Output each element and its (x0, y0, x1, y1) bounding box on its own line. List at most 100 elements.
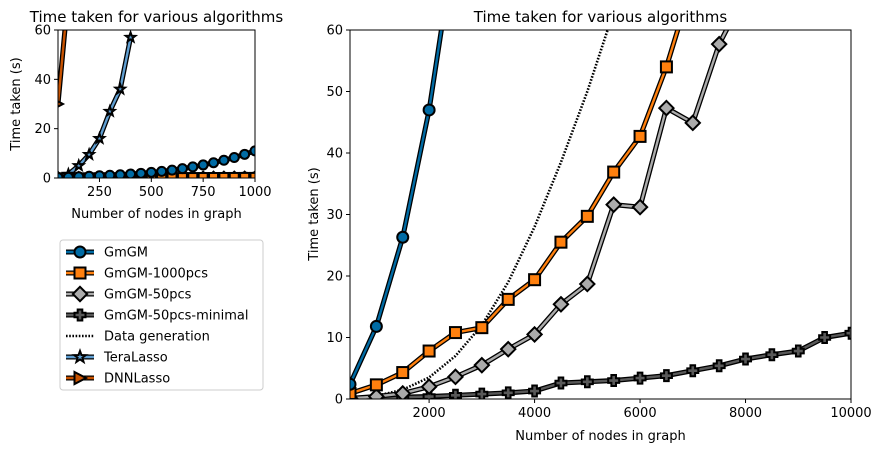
legend-item-gmgm: GmGM (66, 245, 148, 261)
data-point-square (501, 292, 515, 306)
data-point-star (81, 146, 97, 161)
data-point-square (607, 165, 621, 179)
data-point-circle (197, 159, 209, 171)
series-gmgm-50pcs-minimal (350, 326, 851, 399)
large-chart-panel: Time taken for various algorithms Number… (307, 8, 872, 444)
y-tick-label: 0 (335, 393, 343, 408)
data-point-circle (208, 157, 220, 169)
data-point-star (112, 81, 128, 96)
series-gmgm-50pcs (350, 30, 730, 399)
data-point-square (396, 366, 410, 380)
data-point-plus (448, 388, 462, 399)
x-tick-label: 750 (191, 185, 216, 200)
data-point-plus (659, 369, 673, 383)
plot-frame (349, 29, 852, 400)
data-point-diamond (710, 35, 728, 53)
data-point-circle (104, 169, 116, 178)
series-line (58, 37, 132, 178)
series-line-outline (350, 30, 444, 386)
legend-item-gmgm-50pcs: GmGM-50pcs (66, 285, 192, 303)
legend-item-dnnlasso: DNNLasso (66, 370, 170, 387)
data-point-plus (765, 348, 779, 362)
data-point-square (228, 171, 240, 178)
x-axis-label: Number of nodes in graph (515, 429, 685, 444)
data-point-diamond (605, 196, 623, 214)
legend-label: DNNLasso (104, 372, 170, 387)
series-gmgm (58, 145, 255, 178)
data-point-diamond (394, 384, 412, 399)
chart-title: Time taken for various algorithms (29, 8, 284, 26)
plot-series (58, 30, 255, 178)
data-point-square (369, 378, 383, 392)
series-line (350, 30, 609, 399)
data-point-plus (554, 376, 568, 390)
data-point-plus (580, 375, 594, 389)
legend-label: Data generation (104, 330, 210, 345)
data-point-star (71, 157, 87, 173)
series-data-generation (350, 30, 609, 399)
y-tick-label: 60 (326, 24, 343, 39)
series-line (350, 30, 443, 385)
data-point-diamond (420, 378, 438, 396)
data-point-circle (145, 166, 157, 178)
data-point-triangle-right (73, 370, 89, 386)
series-line-outline (58, 36, 134, 178)
x-tick-label: 6000 (624, 406, 657, 421)
legend-item-teralasso: TeraLasso (66, 347, 168, 366)
data-point-plus (739, 352, 753, 366)
data-point-circle (369, 319, 383, 333)
data-point-star (102, 103, 118, 118)
y-tick-label: 20 (326, 270, 343, 285)
data-point-circle (166, 164, 178, 176)
data-point-diamond (499, 340, 517, 358)
data-point-plus (633, 371, 647, 385)
data-point-circle (176, 163, 188, 175)
data-point-square (422, 344, 436, 358)
data-point-circle (228, 152, 240, 164)
data-point-diamond (526, 325, 544, 343)
data-point-diamond (446, 368, 465, 386)
data-point-circle (83, 170, 95, 178)
x-tick-label: 10000 (830, 406, 871, 421)
data-point-square (475, 321, 489, 335)
y-tick-label: 40 (326, 147, 343, 162)
data-point-circle (350, 377, 357, 391)
data-point-square (239, 171, 251, 178)
data-point-plus (607, 374, 621, 388)
data-point-circle (249, 145, 255, 157)
x-axis-label: Number of nodes in graph (71, 207, 241, 222)
y-tick-label: 30 (326, 208, 343, 223)
small-chart-panel: Time taken for various algorithms Number… (9, 8, 284, 222)
data-point-diamond (473, 356, 491, 374)
data-point-plus (686, 364, 700, 378)
data-point-plus (528, 384, 542, 398)
data-point-square (580, 209, 594, 223)
legend-label: GmGM-50pcs-minimal (104, 309, 249, 324)
data-point-star (71, 347, 89, 365)
data-point-circle (396, 230, 410, 244)
series-teralasso (58, 30, 139, 178)
data-point-plus (818, 331, 832, 344)
legend-frame (59, 239, 264, 391)
data-point-diamond (552, 295, 570, 313)
data-point-square (659, 60, 673, 74)
legend-item-data-generation: Data generation (66, 330, 210, 345)
plot-frame (57, 29, 256, 179)
data-point-square (73, 266, 87, 280)
series-gmgm (350, 30, 444, 391)
data-point-circle (62, 171, 74, 178)
data-point-circle (73, 245, 87, 259)
data-point-diamond (578, 275, 596, 293)
data-point-plus (712, 359, 726, 373)
legend-label: TeraLasso (103, 351, 168, 366)
x-tick-label: 8000 (729, 406, 762, 421)
chart-title: Time taken for various algorithms (473, 8, 728, 26)
axis-ticks: 2000 4000 6000 8000 10000 0 10 20 30 40 50 60 (326, 24, 871, 422)
x-tick-label: 500 (139, 185, 164, 200)
data-point-circle (187, 161, 199, 173)
data-point-square (218, 171, 230, 178)
data-point-diamond (367, 387, 385, 399)
data-point-plus (73, 308, 87, 322)
y-axis-label: Time taken (s) (9, 57, 24, 151)
